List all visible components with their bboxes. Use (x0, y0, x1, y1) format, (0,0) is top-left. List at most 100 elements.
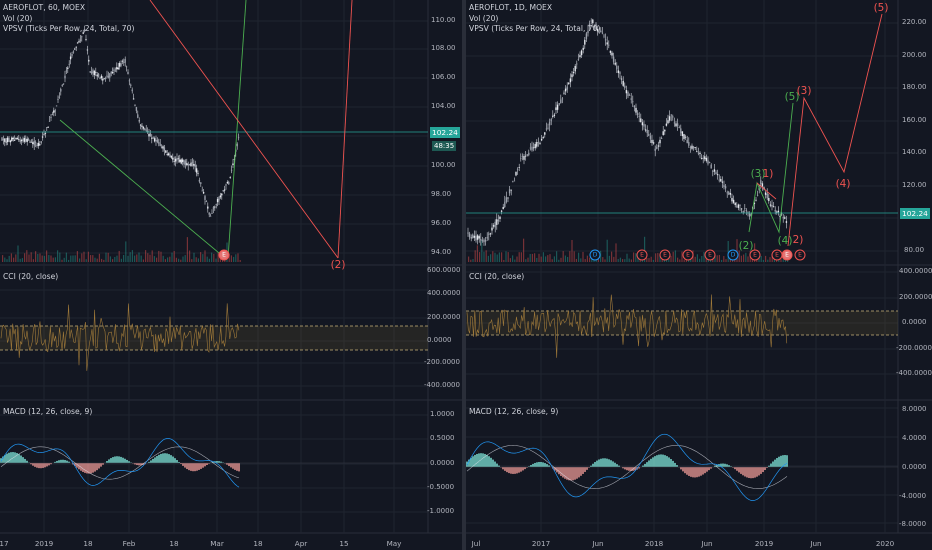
candle-body (595, 23, 597, 30)
macd-histogram-bar (534, 462, 536, 467)
candle-body (141, 125, 143, 127)
macd-histogram-bar (738, 467, 740, 473)
macd-histogram-bar (716, 464, 718, 467)
volume-bar (657, 252, 659, 262)
macd-histogram-bar (628, 467, 630, 471)
left-chart-canvas[interactable] (0, 0, 462, 550)
candle-body (505, 197, 508, 202)
left-symbol-label[interactable]: AEROFLOT, 60, MOEX (3, 3, 86, 12)
volume-bar (505, 251, 507, 262)
left-vol-label[interactable]: Vol (20) (3, 13, 33, 23)
candle-body (55, 105, 58, 107)
wave-label-green: (5) (784, 91, 800, 103)
macd-histogram-bar (18, 454, 20, 463)
earnings-event-marker[interactable]: E (781, 249, 793, 261)
candle-body (58, 96, 61, 98)
candle-body (170, 155, 173, 158)
right-cci-legend[interactable]: CCI (20, close) (469, 272, 525, 281)
macd-histogram-bar (94, 463, 96, 472)
left-chart-panel[interactable]: AEROFLOT, 60, MOEX Vol (20) VPSV (Ticks … (0, 0, 462, 550)
macd-histogram-bar (646, 462, 648, 467)
candle-body (67, 67, 69, 69)
candle-body (27, 139, 30, 141)
candle-body (491, 227, 493, 231)
volume-bar (703, 251, 705, 262)
layout-splitter[interactable] (462, 0, 466, 550)
macd-histogram-bar (220, 461, 222, 463)
earnings-event-marker[interactable]: E (659, 249, 671, 261)
macd-histogram-bar (566, 467, 568, 480)
cci-axis-label: -200.0000 (424, 358, 460, 366)
candle-body (488, 233, 490, 235)
candle-body (515, 171, 517, 176)
macd-histogram-bar (606, 458, 608, 467)
candle-body (689, 147, 692, 148)
candle-body (230, 169, 233, 171)
candle-body (635, 107, 637, 113)
candle-body (486, 237, 488, 239)
candle-body (601, 32, 604, 34)
right-symbol-label[interactable]: AEROFLOT, 1D, MOEX (469, 3, 553, 12)
macd-axis-label: -1.0000 (427, 507, 455, 515)
candle-body (69, 56, 72, 60)
candle-body (728, 191, 730, 195)
volume-bar (630, 259, 632, 262)
candle-body (480, 238, 482, 241)
candle-body (576, 63, 578, 65)
earnings-event-marker[interactable]: E (682, 249, 694, 261)
right-vol-label[interactable]: Vol (20) (469, 13, 499, 23)
right-chart-canvas[interactable] (466, 0, 932, 550)
candle-body (233, 159, 236, 160)
candle-body (550, 119, 552, 122)
left-vpsv-label[interactable]: VPSV (Ticks Per Row, 24, Total, 70) (3, 24, 135, 33)
cci-axis-label: -400.0000 (424, 381, 460, 389)
macd-histogram-bar (478, 453, 480, 467)
candle-body (212, 207, 215, 209)
earnings-event-marker[interactable]: E (704, 249, 716, 261)
macd-histogram-bar (642, 465, 644, 467)
candle-body (118, 63, 121, 67)
candle-body (553, 114, 556, 116)
earnings-event-marker[interactable]: E (636, 249, 648, 261)
candle-body (740, 208, 743, 210)
earnings-event-marker[interactable]: E (218, 249, 230, 261)
cci-axis-label: 400.0000 (899, 267, 932, 275)
dividend-event-marker[interactable]: D (589, 249, 601, 261)
candle-body (484, 240, 487, 242)
volume-bar (490, 254, 492, 262)
earnings-event-marker[interactable]: E (749, 249, 761, 261)
volume-bar (470, 259, 472, 262)
candle-body (555, 107, 557, 111)
candle-body (710, 164, 712, 169)
macd-histogram-bar (772, 461, 774, 467)
right-main-legend: AEROFLOT, 1D, MOEX Vol (20) VPSV (Ticks … (469, 3, 600, 35)
macd-histogram-bar (40, 463, 42, 469)
candle-body (502, 206, 504, 210)
left-cci-legend[interactable]: CCI (20, close) (3, 272, 59, 281)
macd-histogram-bar (610, 460, 612, 467)
candle-body (520, 158, 522, 160)
macd-histogram-bar (648, 460, 650, 467)
candle-body (160, 147, 163, 149)
candle-body (496, 219, 498, 225)
volume-bar (670, 255, 672, 262)
dividend-event-marker[interactable]: D (727, 249, 739, 261)
earnings-event-marker[interactable]: E (794, 249, 806, 261)
volume-bar (481, 240, 483, 262)
volume-bar (721, 259, 723, 262)
right-chart-panel[interactable]: AEROFLOT, 1D, MOEX Vol (20) VPSV (Ticks … (466, 0, 932, 550)
volume-bar (483, 251, 485, 262)
price-axis-label: 96.00 (431, 219, 452, 227)
macd-histogram-bar (36, 463, 38, 468)
macd-histogram-bar (48, 463, 50, 466)
candle-body (232, 163, 234, 166)
candle-body (96, 74, 98, 77)
right-macd-legend[interactable]: MACD (12, 26, close, 9) (469, 407, 559, 416)
right-vpsv-label[interactable]: VPSV (Ticks Per Row, 24, Total, 70) (469, 24, 601, 33)
candle-body (571, 74, 573, 78)
candle-body (528, 152, 530, 156)
candle-body (499, 216, 501, 219)
macd-histogram-bar (624, 467, 626, 470)
macd-histogram-bar (728, 465, 730, 467)
left-macd-legend[interactable]: MACD (12, 26, close, 9) (3, 407, 93, 416)
